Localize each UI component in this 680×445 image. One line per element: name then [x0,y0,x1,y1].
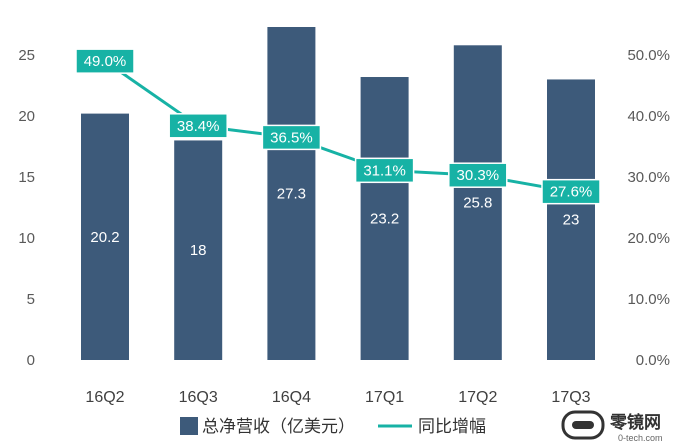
bar-value-label: 23.2 [370,211,399,228]
category-label: 16Q4 [272,389,311,406]
bar-value-labels: 20.2 18 27.3 23.2 25.8 23 [90,186,579,260]
right-axis-tick: 50.0% [627,47,670,64]
left-axis-tick: 5 [27,291,35,308]
right-axis-tick: 0.0% [636,352,670,369]
category-label: 17Q1 [365,389,404,406]
growth-label-box [448,162,508,188]
right-axis-tick: 40.0% [627,108,670,125]
category-labels: 16Q2 16Q3 16Q4 17Q1 17Q2 17Q3 [85,389,590,406]
bar-value-label: 18 [190,242,207,259]
growth-label: 30.3% [457,167,500,184]
bar [547,79,595,360]
bar-value-label: 27.3 [277,186,306,203]
legend-bar-swatch [180,417,198,435]
category-label: 16Q2 [85,389,124,406]
watermark-logo: 零镜网 0-tech.com [561,410,663,443]
left-axis-tick: 15 [18,169,35,186]
growth-label-box [354,157,415,184]
watermark-brand: 零镜网 [609,412,661,432]
left-axis-tick: 20 [18,108,35,125]
growth-labels: 49.0% 38.4% 36.5% 31.1% 30.3% 27.6% [75,48,601,205]
bar-value-label: 25.8 [463,195,492,212]
bar-value-label: 23 [563,212,580,229]
growth-label: 36.5% [270,129,313,146]
bar [360,77,409,360]
legend-bar-label: 总净营收（亿美元） [202,417,355,436]
category-label: 17Q3 [551,389,590,406]
growth-label-box [261,124,322,151]
bar [81,113,129,360]
legend: 总净营收（亿美元） 同比增幅 [180,417,486,436]
category-label: 16Q3 [179,389,218,406]
legend-line-label: 同比增幅 [418,417,486,436]
right-axis-tick: 10.0% [627,291,670,308]
growth-label-box [168,113,228,139]
left-axis-tick: 0 [27,352,35,369]
watermark-url: 0-tech.com [618,433,663,443]
bar [453,45,502,361]
growth-label-box [541,178,601,205]
logo-mark [561,410,605,440]
growth-label: 27.6% [550,184,593,201]
logo-mark-inner [572,421,594,429]
bar [267,27,316,360]
growth-label: 38.4% [177,118,220,135]
growth-label: 49.0% [84,53,127,70]
bar-value-label: 20.2 [90,229,119,246]
left-axis-tick: 10 [18,230,35,247]
right-axis-tick: 20.0% [627,230,670,247]
right-axis-tick: 30.0% [627,169,670,186]
right-axis-ticks: 0.0% 10.0% 20.0% 30.0% 40.0% 50.0% [627,47,670,369]
category-label: 17Q2 [458,389,497,406]
growth-label: 31.1% [363,162,406,179]
bar-series [81,27,595,361]
bar [174,140,223,360]
left-axis-ticks: 0 5 10 15 20 25 [18,47,35,369]
growth-label-box [75,48,135,74]
left-axis-tick: 25 [18,47,35,64]
